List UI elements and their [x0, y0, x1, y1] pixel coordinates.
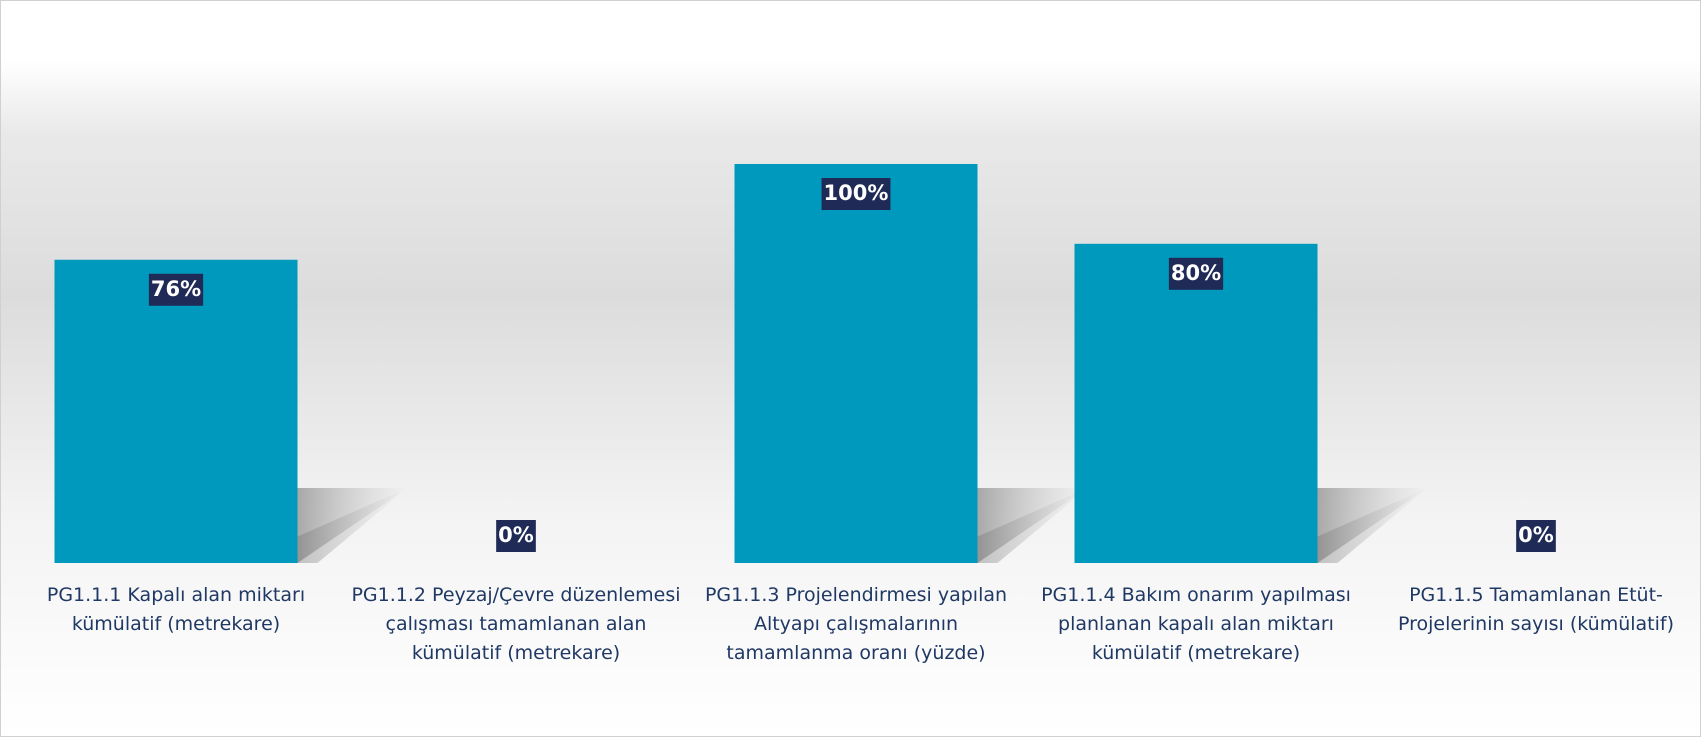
value-label: 0% — [496, 520, 536, 552]
bar — [734, 164, 978, 563]
value-label-text: 76% — [151, 277, 201, 301]
bar-shadow — [297, 488, 408, 563]
bar-shadow — [977, 488, 1088, 563]
bar-shadow — [1317, 488, 1428, 563]
value-label: 80% — [1168, 257, 1224, 290]
x-tick-label: PG1.1.1 Kapalı alan miktarı kümülatif (m… — [46, 584, 306, 635]
value-label: 100% — [821, 178, 891, 210]
value-label-text: 0% — [498, 523, 534, 547]
value-label-text: 80% — [1171, 261, 1221, 285]
x-tick-label: PG1.1.2 Peyzaj/Çevre düzenlemesi çalışma… — [351, 584, 681, 664]
value-label-box — [496, 520, 536, 552]
x-tick-label: PG1.1.3 Projelendirmesi yapılan Altyapı … — [704, 584, 1008, 664]
value-label-text: 100% — [824, 181, 889, 205]
decoration — [1332, 1, 1590, 31]
value-label-box — [1516, 520, 1556, 552]
bar — [54, 259, 298, 563]
x-tick-label: PG1.1.5 Tamamlanan Etüt-Projelerinin say… — [1397, 584, 1675, 635]
value-label: 0% — [1516, 520, 1556, 552]
value-label-box — [821, 178, 891, 210]
value-label-text: 0% — [1518, 523, 1554, 547]
x-tick-label: PG1.1.4 Bakım onarım yapılması planlanan… — [1041, 584, 1351, 664]
value-label: 76% — [148, 273, 204, 306]
bar — [1074, 243, 1318, 564]
value-label-box — [148, 273, 204, 306]
value-label-box — [1168, 257, 1224, 290]
